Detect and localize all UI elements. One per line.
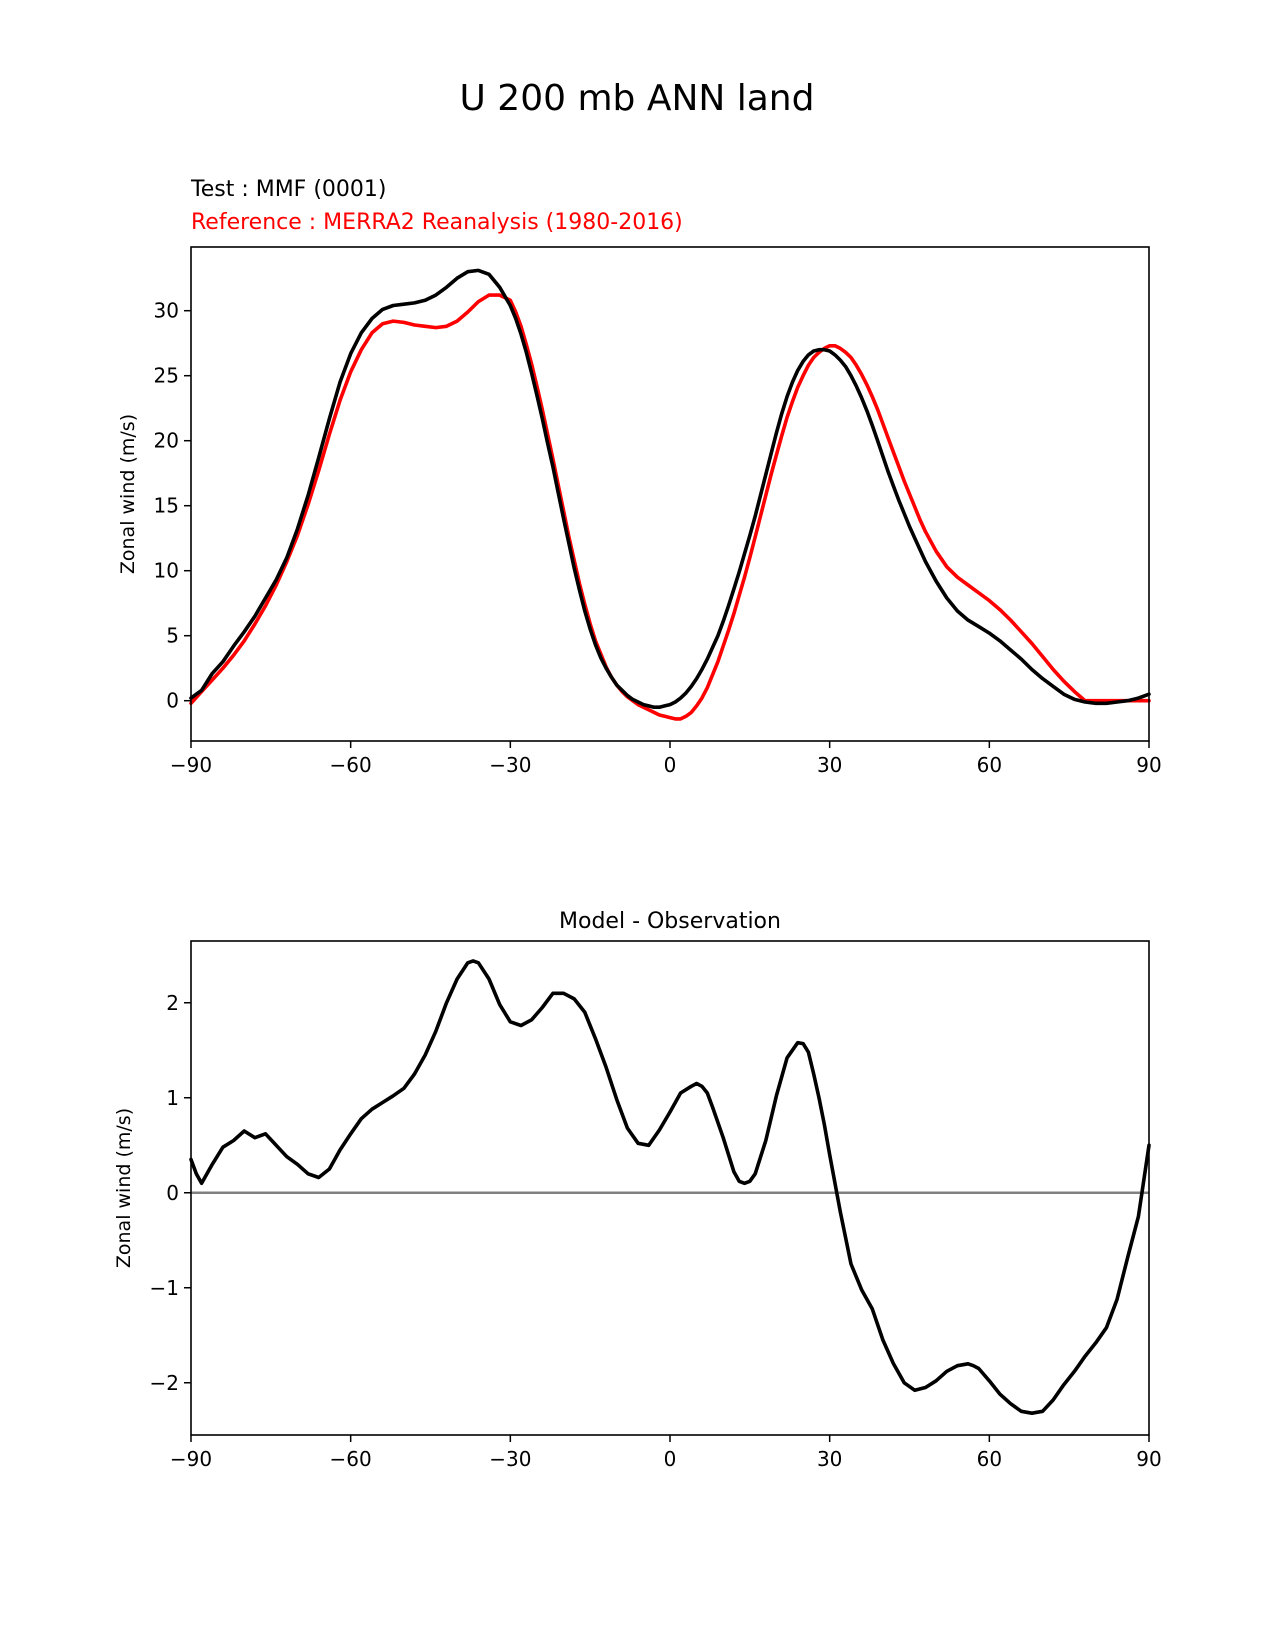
y-tick-label: 0: [166, 689, 179, 713]
bottom-axes-frame: [190, 940, 1150, 1436]
y-tick-label: 30: [154, 299, 179, 323]
y-tick-label: −1: [150, 1276, 179, 1300]
reference-series-line: [189, 293, 1151, 721]
bottom-panel-title: Model - Observation: [559, 909, 781, 934]
test-series-line: [189, 268, 1151, 710]
x-tick-label: −90: [170, 1447, 212, 1471]
x-tick-label: −60: [330, 753, 372, 777]
top-plot-area: [189, 268, 1151, 721]
bottom-plot-area: [189, 959, 1151, 1415]
y-tick-label: −2: [150, 1371, 179, 1395]
x-tick-label: 60: [977, 753, 1002, 777]
top-y-axis-label: Zonal wind (m/s): [117, 414, 139, 574]
y-tick-label: 10: [154, 559, 179, 583]
figure-title: U 200 mb ANN land: [460, 78, 815, 119]
x-tick-label: −30: [489, 753, 531, 777]
test-label: Test : MMF (0001): [190, 177, 387, 202]
y-tick-label: 25: [154, 364, 179, 388]
top-axes: −90 −60 −30 0 30 60 90 0 5 10 15 20 25 30: [154, 299, 1162, 777]
top-axes-frame: [190, 246, 1150, 742]
x-tick-label: −30: [489, 1447, 531, 1471]
y-tick-label: 1: [166, 1086, 179, 1110]
difference-series-line: [189, 959, 1151, 1415]
bottom-y-axis-label: Zonal wind (m/s): [113, 1108, 135, 1268]
reference-label: Reference : MERRA2 Reanalysis (1980-2016…: [191, 210, 683, 235]
x-tick-label: 0: [664, 753, 677, 777]
top-panel: Test : MMF (0001) Reference : MERRA2 Rea…: [117, 177, 1162, 777]
y-tick-label: 0: [166, 1181, 179, 1205]
x-tick-label: 0: [664, 1447, 677, 1471]
y-tick-label: 5: [166, 624, 179, 648]
bottom-axes: −90 −60 −30 0 30 60 90 −2 −1 0 1 2: [150, 991, 1162, 1471]
y-tick-label: 2: [166, 991, 179, 1015]
x-tick-label: −60: [330, 1447, 372, 1471]
x-tick-label: 60: [977, 1447, 1002, 1471]
y-tick-label: 20: [154, 429, 179, 453]
x-tick-label: 90: [1136, 753, 1161, 777]
x-tick-label: 90: [1136, 1447, 1161, 1471]
bottom-panel: Model - Observation −90 −60 −30 0 30 60 90 −2 −1…: [113, 909, 1162, 1471]
x-tick-label: −90: [170, 753, 212, 777]
x-tick-label: 30: [817, 753, 842, 777]
x-tick-label: 30: [817, 1447, 842, 1471]
y-tick-label: 15: [154, 494, 179, 518]
